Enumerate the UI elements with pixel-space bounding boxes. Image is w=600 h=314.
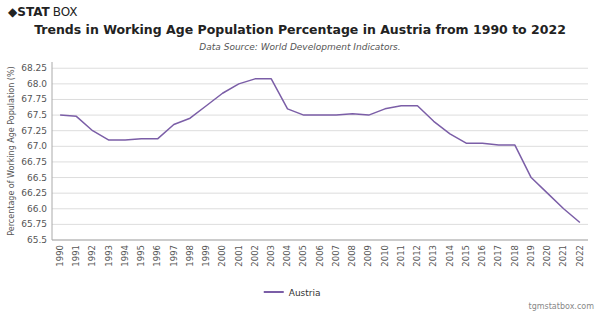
grid-line [52,240,588,241]
x-tick-label: 2015 [461,245,471,267]
x-tick-label: 1997 [169,245,179,267]
grid-line [52,208,588,209]
x-tick-label: 2010 [380,245,390,267]
y-tick-label: 66.0 [27,204,47,214]
y-tick-label: 66.75 [21,157,47,167]
y-axis-label: Percentage of Working Age Population (%) [7,66,16,235]
x-tick-label: 2009 [363,245,373,267]
chart: ◆STATBOX tgmstatbox.com Trends in Working … [0,0,600,314]
grid-line [52,193,588,194]
x-tick-label: 2011 [396,245,406,267]
y-tick-label: 67.25 [21,126,47,136]
subtitle: Data Source: World Development Indicator… [199,42,400,52]
x-tick-label: 1992 [87,245,97,267]
x-axis-line [52,240,588,241]
title: Trends in Working Age Population Percent… [34,22,566,37]
x-tick-label: 1995 [136,245,146,267]
x-tick-label: 1998 [185,245,195,267]
x-tick-label: 1999 [201,245,211,267]
grid-line [52,161,588,162]
y-tick-label: 66.25 [21,188,47,198]
series-line [60,79,580,223]
logo: ◆STATBOX [8,5,78,19]
x-tick-label: 2022 [575,245,585,267]
x-tick-label: 2018 [510,245,520,267]
legend-swatch [264,291,284,293]
x-tick-label: 1990 [55,245,65,267]
x-tick-label: 2021 [558,245,568,267]
watermark: tgmstatbox.com [529,302,595,311]
plot-data [60,79,580,223]
grid-line [52,99,588,100]
y-tick-label: 66.5 [27,173,47,183]
background [0,0,600,314]
x-tick-label: 1996 [152,245,162,267]
grid-line [52,177,588,178]
y-tick-label: 65.75 [21,219,47,229]
grid-line [52,146,588,147]
x-tick-label: 2001 [234,245,244,267]
y-tick-label: 67.0 [27,141,47,151]
grid-line [52,68,588,69]
x-tick-label: 2005 [298,245,308,267]
x-tick-label: 2017 [493,245,503,267]
x-tick-label: 1994 [120,245,130,267]
y-grid [52,68,588,240]
legend: Austria [264,288,321,298]
x-tick-label: 2020 [542,245,552,267]
x-tick-label: 2007 [331,245,341,267]
y-tick-label: 68.25 [21,63,47,73]
x-tick-label: 2008 [347,245,357,267]
logo-part: BOX [53,5,78,19]
legend-label: Austria [289,288,321,298]
x-tick-label: 2019 [526,245,536,267]
x-tick-label: 2004 [282,245,292,267]
x-tick-label: 1991 [71,245,81,267]
x-tick-label: 2000 [217,245,227,267]
x-tick-label: 1993 [104,245,114,267]
grid-line [52,83,588,84]
grid-line [52,224,588,225]
x-tick-label: 2003 [266,245,276,267]
y-tick-label: 67.5 [27,110,47,120]
x-tick-label: 2012 [412,245,422,267]
y-tick-label: 65.5 [27,235,47,245]
y-tick-label: 68.0 [27,79,47,89]
y-tick-label: 67.75 [21,94,47,104]
logo-part: STAT [17,5,50,19]
x-tick-label: 2014 [445,245,455,267]
y-axis-line [52,62,53,240]
x-tick-label: 2002 [250,245,260,267]
grid-line [52,130,588,131]
x-tick-label: 2016 [477,245,487,267]
x-tick-label: 2006 [315,245,325,267]
x-tick-label: 2013 [428,245,438,267]
